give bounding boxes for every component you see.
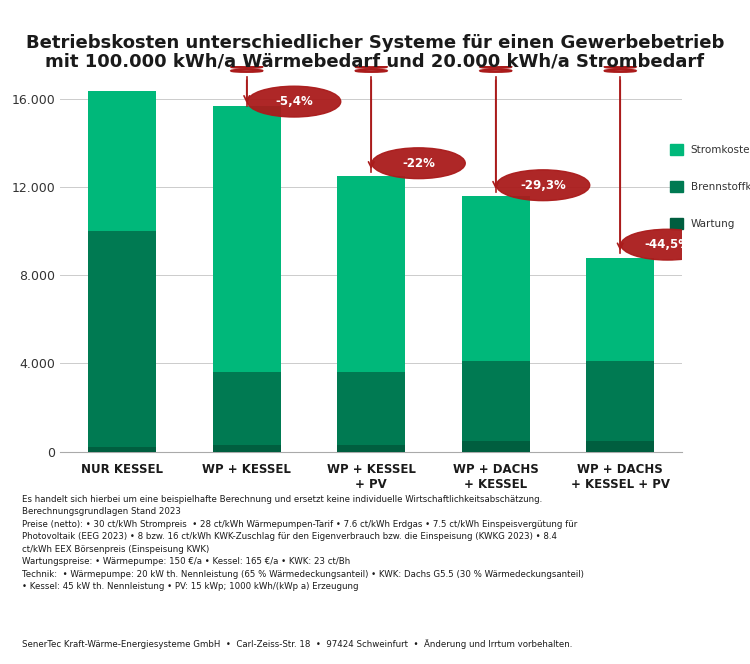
Text: -22%: -22% xyxy=(402,157,435,170)
Legend: Stromkosten, Brennstoffkosten, Wartung: Stromkosten, Brennstoffkosten, Wartung xyxy=(667,141,750,232)
Bar xyxy=(461,440,530,452)
Bar xyxy=(88,232,157,447)
Bar xyxy=(461,361,530,440)
Bar xyxy=(461,197,530,361)
Bar xyxy=(88,447,157,452)
Text: Betriebskosten unterschiedlicher Systeme für einen Gewerbebetrieb: Betriebskosten unterschiedlicher Systeme… xyxy=(26,34,724,52)
Bar xyxy=(586,440,655,452)
Bar xyxy=(212,106,281,373)
Ellipse shape xyxy=(621,229,714,260)
Text: -44,5%: -44,5% xyxy=(644,238,691,251)
Bar xyxy=(212,373,281,445)
Text: Es handelt sich hierbei um eine beispielhafte Berechnung und ersetzt keine indiv: Es handelt sich hierbei um eine beispiel… xyxy=(22,495,584,591)
Ellipse shape xyxy=(248,86,340,117)
Ellipse shape xyxy=(372,148,465,179)
Text: -5,4%: -5,4% xyxy=(275,95,313,108)
Text: mit 100.000 kWh/a Wärmebedarf und 20.000 kWh/a Strombedarf: mit 100.000 kWh/a Wärmebedarf und 20.000… xyxy=(46,52,704,70)
Bar xyxy=(586,361,655,440)
Ellipse shape xyxy=(496,170,590,201)
Bar xyxy=(212,445,281,452)
Bar xyxy=(88,90,157,232)
Text: SenerTec Kraft-Wärme-Energiesysteme GmbH  •  Carl-Zeiss-Str. 18  •  97424 Schwei: SenerTec Kraft-Wärme-Energiesysteme GmbH… xyxy=(22,639,573,649)
Bar xyxy=(337,445,406,452)
Text: -29,3%: -29,3% xyxy=(520,179,566,192)
Bar xyxy=(586,258,655,361)
Bar xyxy=(337,373,406,445)
Bar xyxy=(337,177,406,373)
